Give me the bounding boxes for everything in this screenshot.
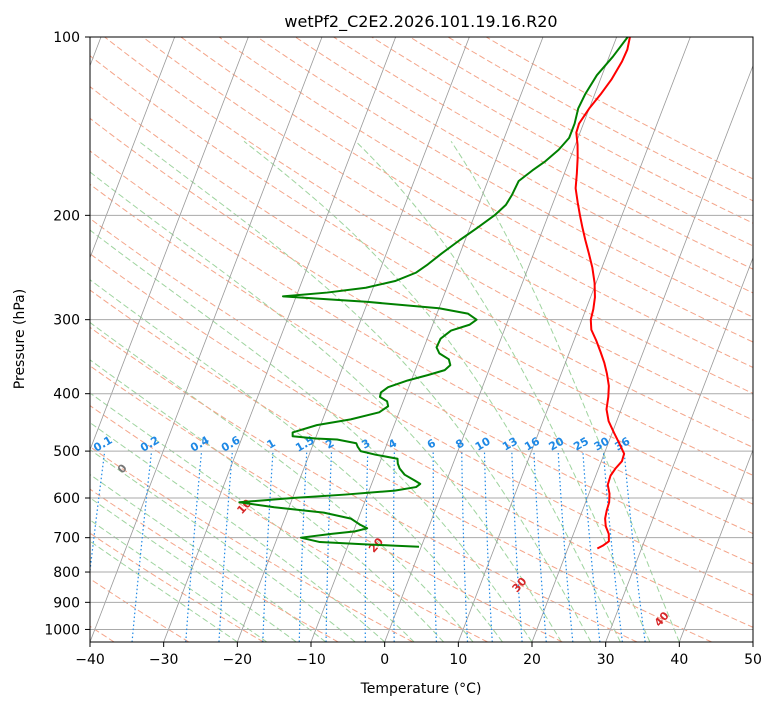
y-tick-label: 900: [53, 595, 80, 611]
x-tick-label: 10: [449, 652, 467, 668]
chart-title: wetPf2_C2E2.2026.101.19.16.R20: [284, 12, 557, 32]
dry-adiabat-line: [90, 150, 753, 535]
mixing-ratio-lines: [90, 451, 646, 642]
x-tick-label: −10: [296, 652, 326, 668]
y-tick-label: 600: [53, 491, 80, 507]
dry-adiabat-line: [256, 37, 753, 318]
mixing-ratio-line: [582, 451, 601, 642]
dry-adiabat-line: [90, 326, 638, 642]
dry-adiabat-line: [180, 37, 753, 368]
dry-adiabat-line: [90, 183, 753, 565]
y-tick-label: 1000: [44, 622, 80, 638]
y-tick-label: 700: [53, 531, 80, 547]
dry-adiabat-line: [90, 365, 563, 642]
y-tick-label: 800: [53, 565, 80, 581]
mixing-ratio-line: [90, 451, 106, 576]
isobars: [90, 37, 753, 630]
dry-adiabat-line: [218, 37, 753, 343]
profile-series: [238, 37, 631, 550]
mixing-ratio-line: [557, 451, 574, 642]
isotherm-line: [90, 37, 249, 452]
dry-adiabat-line: [485, 37, 753, 180]
dewpoint-profile-line: [238, 37, 629, 548]
isotherm-line: [457, 37, 691, 642]
dry-adiabat-line: [90, 55, 753, 448]
isotherm-line: [236, 37, 470, 642]
dry-adiabat-line: [371, 37, 753, 247]
x-tick-label: 20: [523, 652, 541, 668]
dry-adiabat-line: [295, 37, 753, 294]
y-tick-label: 300: [53, 313, 80, 329]
isotherm-line: [310, 37, 544, 642]
x-axis-label: Temperature (°C): [360, 681, 482, 697]
mixing-ratio-line: [533, 451, 547, 642]
x-axis-ticks: −40 −30 −20 −10 0 10 20 30 40 50: [75, 642, 762, 668]
y-tick-label: 100: [53, 30, 80, 46]
dry-adiabat-line: [104, 37, 753, 421]
dry-adiabat-line: [409, 37, 753, 224]
dry-adiabat-line: [90, 532, 264, 642]
isotherm-line: [90, 37, 176, 259]
y-axis-label: Pressure (hPa): [12, 289, 28, 389]
isotherm-line: [163, 37, 397, 642]
dry-adiabats: [90, 37, 753, 642]
plot-area: -100-90-80-70-60-50-40-30-20-10010203040…: [90, 37, 753, 642]
y-tick-label: 500: [53, 444, 80, 460]
isotherms: [90, 37, 753, 642]
isotherm-line: [384, 37, 618, 642]
x-tick-label: 50: [744, 652, 762, 668]
temperature-profile-line: [574, 37, 631, 550]
x-tick-label: −30: [149, 652, 179, 668]
isotherm-line: [90, 37, 323, 642]
y-tick-label: 400: [53, 387, 80, 403]
x-tick-label: 40: [670, 652, 688, 668]
dry-adiabat-line: [142, 37, 753, 394]
y-tick-label: 200: [53, 208, 80, 224]
mixing-ratio-line: [185, 451, 203, 642]
plot-frame: [89, 36, 754, 643]
mixing-ratio-line: [623, 451, 646, 642]
dry-adiabat-line: [90, 217, 753, 596]
x-tick-label: 30: [597, 652, 615, 668]
mixing-ratio-line: [131, 451, 153, 642]
x-tick-label: −40: [75, 652, 105, 668]
y-axis-ticks: 100 200 300 400 500 600 700 800 900 1000: [44, 30, 90, 638]
mixing-ratio-line: [602, 451, 623, 642]
dry-adiabat-line: [90, 253, 753, 628]
x-tick-label: 0: [380, 652, 389, 668]
x-tick-label: −20: [223, 652, 253, 668]
isotherm-line: [605, 256, 753, 642]
isotherm-line: [531, 64, 753, 642]
isotherm-line: [678, 448, 753, 642]
